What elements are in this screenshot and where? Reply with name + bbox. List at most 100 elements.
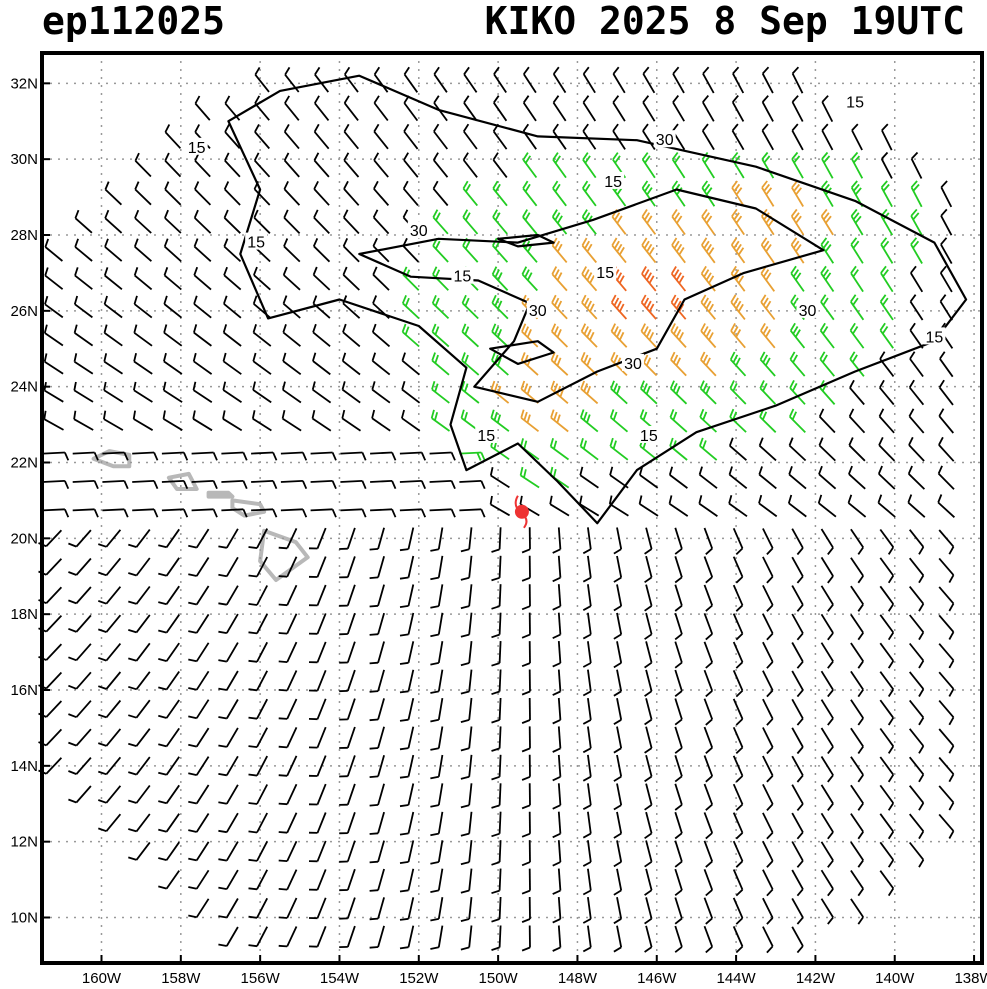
barb-flag	[613, 747, 622, 754]
wind-barb	[218, 670, 239, 691]
barb-shaft	[105, 671, 122, 690]
barb-flag	[433, 66, 440, 75]
barb-flag	[278, 603, 288, 607]
barb-flag	[735, 689, 744, 698]
barb-flag	[497, 272, 503, 281]
barb-flag	[644, 576, 653, 584]
barb-flag	[193, 295, 198, 305]
barb-flag	[278, 575, 288, 578]
barb-flag	[430, 662, 439, 666]
barb-shaft	[587, 925, 592, 948]
barb-flag	[613, 662, 622, 669]
barb-flag	[582, 719, 592, 725]
wind-barb	[218, 528, 239, 549]
wind-barb	[703, 726, 714, 754]
wind-barb	[44, 267, 64, 290]
wind-barb	[308, 755, 327, 777]
wind-barb	[850, 237, 864, 264]
barb-flag	[399, 889, 409, 893]
wind-barb	[310, 480, 337, 490]
barb-shaft	[165, 841, 180, 861]
wind-barb	[582, 527, 592, 555]
wind-barb	[521, 323, 539, 348]
barb-shaft	[340, 508, 363, 512]
wind-barb	[703, 556, 714, 584]
wind-barb	[188, 585, 210, 606]
barb-flag	[331, 480, 337, 490]
barb-flag	[554, 183, 561, 192]
barb-shaft	[343, 188, 360, 206]
contour-label-bg	[245, 232, 268, 250]
wind-barb	[158, 756, 180, 776]
wind-barb	[640, 323, 657, 348]
contour-line	[358, 188, 825, 403]
barb-flag	[821, 123, 829, 132]
barb-flag	[491, 946, 500, 951]
barb-flag	[763, 183, 771, 192]
barb-flag	[582, 66, 590, 75]
barb-shaft	[938, 728, 955, 747]
wind-barb	[222, 324, 242, 347]
barb-flag	[735, 547, 744, 556]
wind-barb	[820, 869, 834, 897]
barb-flag	[584, 269, 590, 278]
barb-shaft	[498, 896, 502, 920]
barb-shaft	[820, 670, 834, 691]
wind-barb	[674, 612, 683, 641]
barb-flag	[948, 802, 955, 811]
wind-barb	[908, 379, 925, 406]
wind-barb	[430, 726, 444, 751]
barb-shaft	[820, 613, 834, 634]
barb-flag	[401, 409, 405, 419]
barb-shaft	[910, 158, 923, 179]
wind-barb	[68, 785, 92, 804]
barb-flag	[672, 123, 679, 132]
barb-flag	[64, 508, 70, 518]
barb-shaft	[346, 925, 356, 948]
wind-barb	[552, 868, 562, 895]
barb-flag	[613, 297, 620, 307]
barb-flag	[312, 352, 317, 362]
barb-flag	[918, 603, 925, 612]
barb-shaft	[878, 415, 895, 434]
barb-shaft	[44, 274, 64, 290]
barb-flag	[791, 151, 799, 160]
barb-shaft	[557, 669, 562, 692]
barb-shaft	[468, 840, 473, 863]
barb-flag	[98, 827, 107, 833]
barb-shaft	[226, 585, 239, 606]
wind-barb	[644, 527, 653, 555]
barb-flag	[827, 888, 834, 897]
wind-barb	[254, 123, 270, 150]
barb-flag	[552, 804, 561, 810]
barb-flag	[188, 630, 197, 634]
barb-flag	[767, 218, 775, 227]
wind-barb	[158, 670, 180, 691]
barb-flag	[492, 209, 498, 218]
wind-barb	[820, 613, 834, 641]
wind-barb	[644, 754, 653, 783]
barb-shaft	[732, 726, 744, 748]
barb-flag	[887, 831, 895, 840]
barb-flag	[278, 774, 288, 777]
barb-shaft	[316, 897, 327, 919]
wind-barb	[674, 811, 683, 840]
barb-flag	[551, 294, 557, 304]
barb-flag	[848, 437, 854, 446]
barb-flag	[522, 95, 530, 104]
barb-shaft	[310, 508, 333, 512]
wind-barb	[73, 295, 93, 319]
wind-barb	[761, 123, 774, 151]
barb-flag	[218, 829, 227, 834]
barb-flag	[616, 385, 621, 395]
barb-flag	[432, 209, 439, 218]
barb-flag	[254, 123, 260, 133]
barb-flag	[68, 741, 77, 747]
barb-flag	[847, 494, 853, 504]
wind-barb	[218, 585, 239, 606]
wind-barb	[760, 265, 776, 292]
barb-flag	[610, 323, 617, 332]
wind-barb	[789, 351, 806, 377]
barb-flag	[701, 180, 709, 189]
wind-barb	[491, 527, 502, 553]
